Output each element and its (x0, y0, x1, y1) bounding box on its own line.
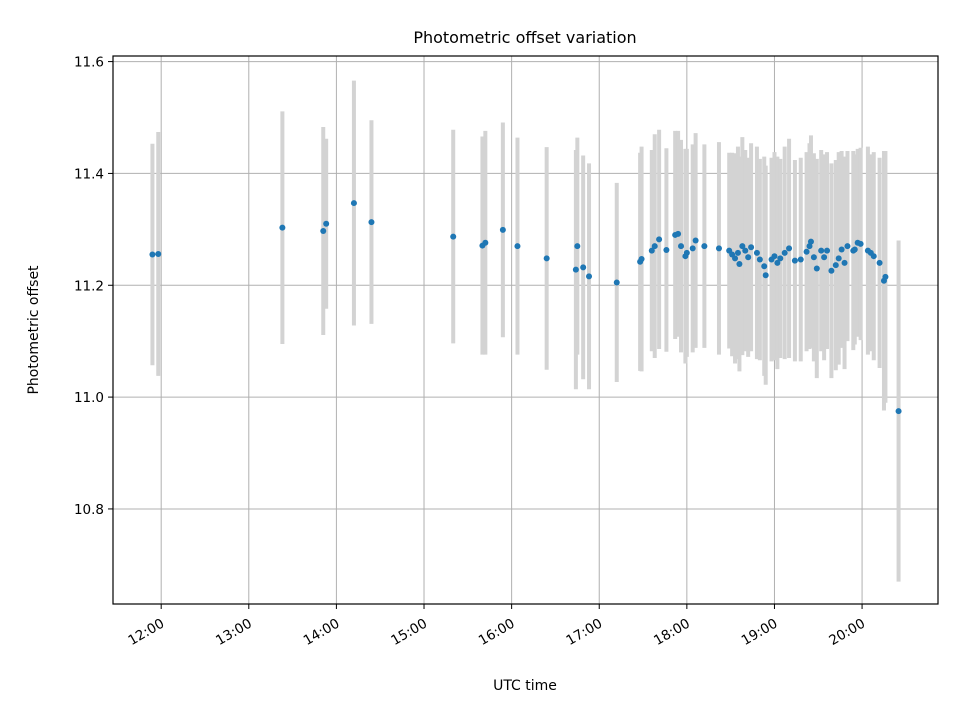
chart-title: Photometric offset variation (413, 28, 636, 47)
data-point (803, 248, 810, 255)
data-points (149, 200, 902, 415)
data-point (350, 200, 357, 207)
data-point (828, 267, 835, 274)
data-point (580, 264, 587, 271)
data-point (821, 254, 828, 261)
data-point (841, 259, 848, 266)
data-point (675, 230, 682, 237)
data-point (651, 243, 658, 250)
data-point (895, 408, 902, 415)
data-point (762, 272, 769, 279)
data-point (857, 240, 864, 247)
data-point (824, 247, 831, 254)
data-point (514, 243, 521, 250)
data-point (797, 256, 804, 263)
data-point (832, 262, 839, 269)
y-tick-label: 11.0 (74, 390, 104, 406)
data-point (149, 251, 156, 258)
data-point (715, 245, 722, 252)
data-point (482, 239, 489, 246)
data-point (753, 249, 760, 256)
data-point (813, 265, 820, 272)
data-point (739, 243, 746, 250)
data-point (155, 250, 162, 257)
data-point (774, 259, 781, 266)
data-point (648, 247, 655, 254)
data-point (689, 245, 696, 252)
x-axis-label: UTC time (493, 678, 557, 694)
data-point (320, 228, 327, 235)
data-point (450, 233, 457, 240)
data-point (838, 246, 845, 253)
data-point (736, 261, 743, 268)
data-point (638, 255, 645, 262)
data-point (835, 255, 842, 262)
data-point (656, 236, 663, 243)
data-point (786, 245, 793, 252)
data-point (781, 249, 788, 256)
data-point (574, 243, 581, 250)
grid-lines (113, 56, 938, 604)
data-point (692, 237, 699, 244)
y-axis-ticks: 10.8 11.0 11.2 11.4 11.6 (74, 55, 113, 518)
data-point (742, 247, 749, 254)
data-point (323, 220, 330, 227)
data-point (876, 259, 883, 266)
data-point (756, 256, 763, 263)
data-point (279, 224, 286, 231)
plot-frame (112, 55, 939, 605)
data-point (586, 273, 593, 280)
data-point (678, 243, 685, 250)
y-tick-label: 11.6 (74, 55, 104, 71)
data-point (663, 247, 670, 254)
data-point (543, 255, 550, 262)
data-point (771, 253, 778, 260)
data-point (734, 249, 741, 256)
data-point (572, 266, 579, 273)
data-point (761, 263, 768, 270)
y-tick-label: 11.4 (74, 166, 104, 182)
data-point (701, 243, 708, 250)
data-point (683, 249, 690, 256)
data-point (870, 253, 877, 260)
data-point (882, 273, 889, 280)
data-point (851, 246, 858, 253)
data-point (745, 254, 752, 261)
data-point (807, 238, 814, 245)
data-point (613, 279, 620, 286)
data-point (810, 254, 817, 261)
data-point (777, 255, 784, 262)
data-point (748, 244, 755, 251)
y-tick-label: 11.2 (74, 278, 104, 294)
y-axis-label: Photometric offset (26, 265, 42, 395)
data-point (844, 243, 851, 250)
data-point (818, 247, 825, 254)
y-tick-label: 10.8 (74, 502, 104, 518)
data-point (732, 255, 739, 262)
data-point (791, 257, 798, 264)
data-point (368, 219, 375, 226)
data-point (499, 226, 506, 233)
